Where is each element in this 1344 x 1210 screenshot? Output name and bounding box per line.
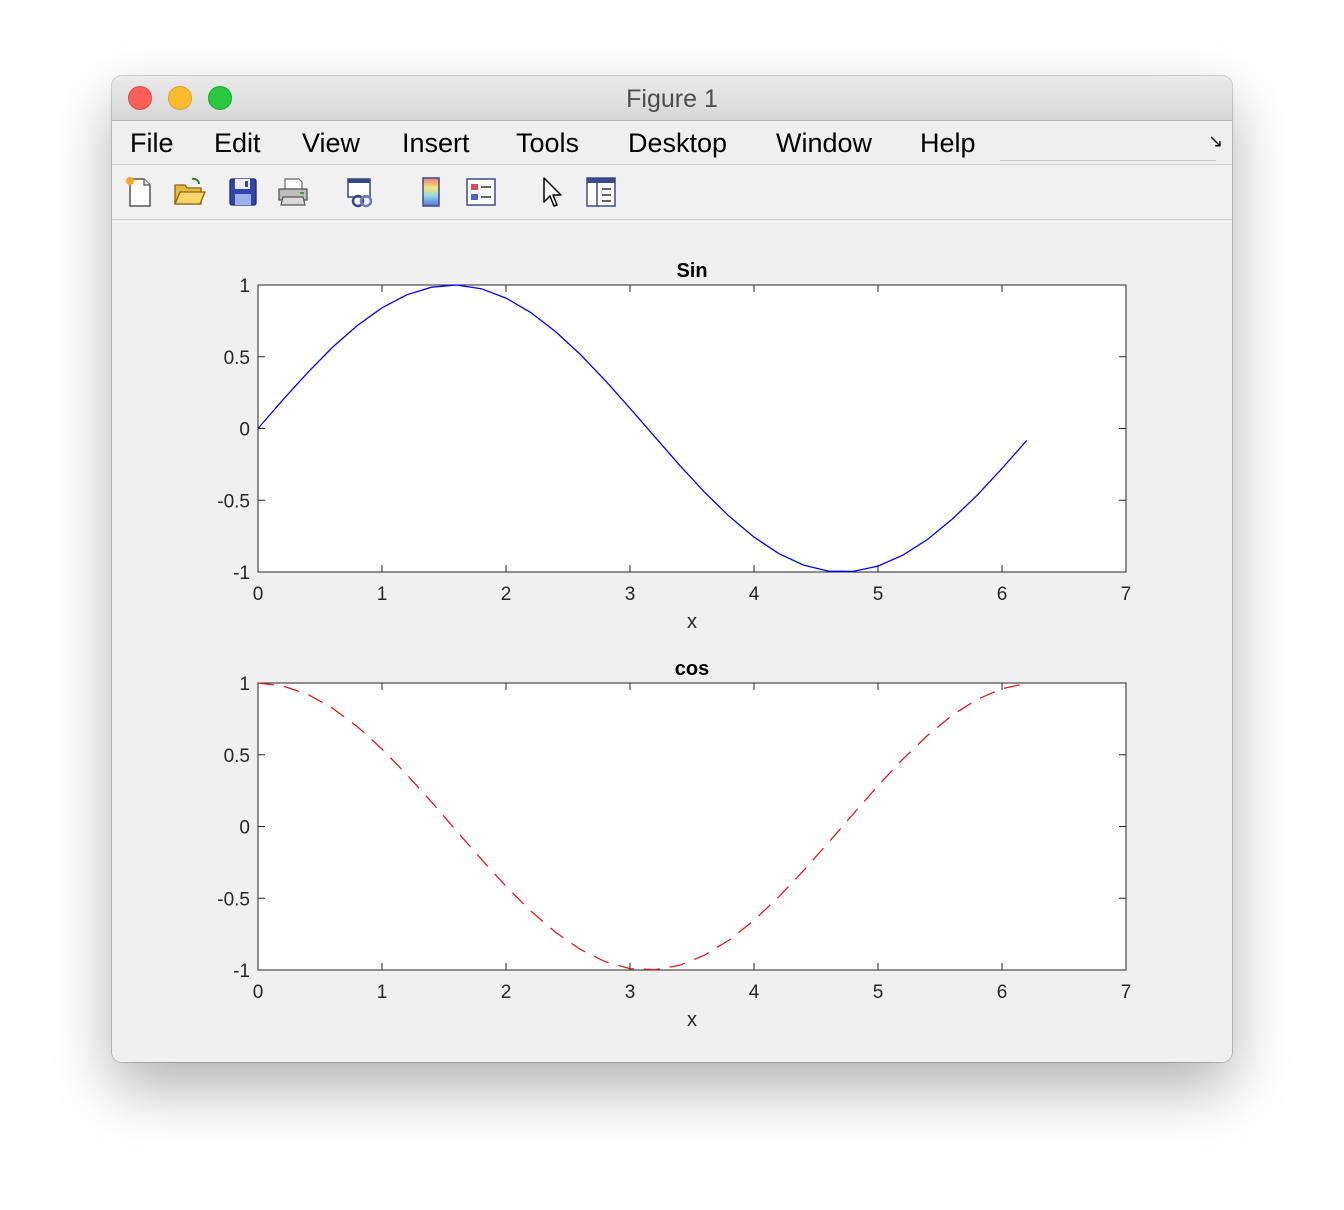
figure-canvas: Sin 0 1 2 3 4 5 6 7 1 0.5 0 -0.5 -1 x cos 0 1 2 3 4 5 6 7 1 0.5 0-… — [112, 220, 1232, 1062]
cos-axes-box — [257, 682, 1127, 971]
figure-window: Figure 1 File Edit View Insert Tools Des… — [112, 76, 1232, 1062]
cos-xtick-label: 7 — [1121, 982, 1132, 1003]
title-bar[interactable]: Figure 1 — [112, 76, 1232, 121]
insert-legend-icon[interactable] — [464, 175, 498, 209]
sin-series-line — [257, 284, 1028, 573]
cos-ytick-label: -0.5 — [217, 889, 250, 910]
open-file-icon[interactable] — [172, 175, 206, 209]
menu-file[interactable]: File — [130, 128, 174, 158]
cos-chart-title: cos — [675, 658, 709, 680]
print-icon[interactable] — [276, 175, 310, 209]
menu-help[interactable]: Help — [920, 128, 976, 158]
sin-xtick-label: 6 — [997, 584, 1008, 605]
menu-divider — [1000, 160, 1216, 161]
edit-plot-pointer-icon[interactable] — [536, 175, 570, 209]
cos-ytick-label: -1 — [233, 961, 250, 982]
new-figure-icon[interactable] — [122, 175, 156, 209]
menu-insert[interactable]: Insert — [402, 128, 470, 158]
sin-xaxis-label: x — [687, 611, 697, 633]
window-title: Figure 1 — [626, 85, 718, 113]
cos-xtick-label: 2 — [501, 982, 512, 1003]
property-inspector-icon[interactable] — [584, 175, 618, 209]
cos-xtick-label: 4 — [749, 982, 760, 1003]
sin-xtick-label: 3 — [625, 584, 636, 605]
cos-xaxis-label: x — [687, 1009, 697, 1031]
zoom-window-button[interactable] — [208, 86, 232, 110]
save-icon[interactable] — [226, 175, 260, 209]
menu-view[interactable]: View — [302, 128, 361, 158]
menu-bar: File Edit View Insert Tools Desktop Wind… — [112, 121, 1232, 164]
minimize-window-button[interactable] — [168, 86, 192, 110]
figure-toolbar — [112, 164, 1232, 220]
menu-window[interactable]: Window — [776, 128, 873, 158]
sin-ytick-label: 0.5 — [224, 348, 250, 369]
sin-xtick-label: 0 — [253, 584, 264, 605]
cos-ytick-label: 0.5 — [224, 746, 250, 767]
sin-chart-title: Sin — [676, 260, 707, 282]
insert-colorbar-icon[interactable] — [414, 175, 448, 209]
cos-xtick-label: 3 — [625, 982, 636, 1003]
menu-tools[interactable]: Tools — [516, 128, 580, 158]
sin-xtick-label: 2 — [501, 584, 512, 605]
cos-xtick-label: 1 — [377, 982, 388, 1003]
menu-desktop[interactable]: Desktop — [628, 128, 728, 158]
dock-figure-icon[interactable]: ↘ — [1208, 131, 1224, 151]
sin-xtick-label: 5 — [873, 584, 884, 605]
cos-xtick-label: 6 — [997, 982, 1008, 1003]
sin-ytick-label: 1 — [239, 276, 250, 297]
cos-ytick-label: 1 — [239, 674, 250, 695]
link-plot-icon[interactable] — [344, 175, 378, 209]
sin-ytick-label: -1 — [233, 563, 250, 584]
cos-ytick-label: 0 — [239, 818, 250, 839]
sin-xtick-label: 4 — [749, 584, 760, 605]
close-window-button[interactable] — [128, 86, 152, 110]
sin-xtick-label: 1 — [377, 584, 388, 605]
menu-edit[interactable]: Edit — [214, 128, 261, 158]
sin-ytick-label: 0 — [239, 420, 250, 441]
sin-ytick-label: -0.5 — [217, 491, 250, 512]
cos-xtick-label: 5 — [873, 982, 884, 1003]
sin-xtick-label: 7 — [1121, 584, 1132, 605]
cos-xtick-label: 0 — [253, 982, 264, 1003]
sin-axes-box — [257, 284, 1127, 573]
